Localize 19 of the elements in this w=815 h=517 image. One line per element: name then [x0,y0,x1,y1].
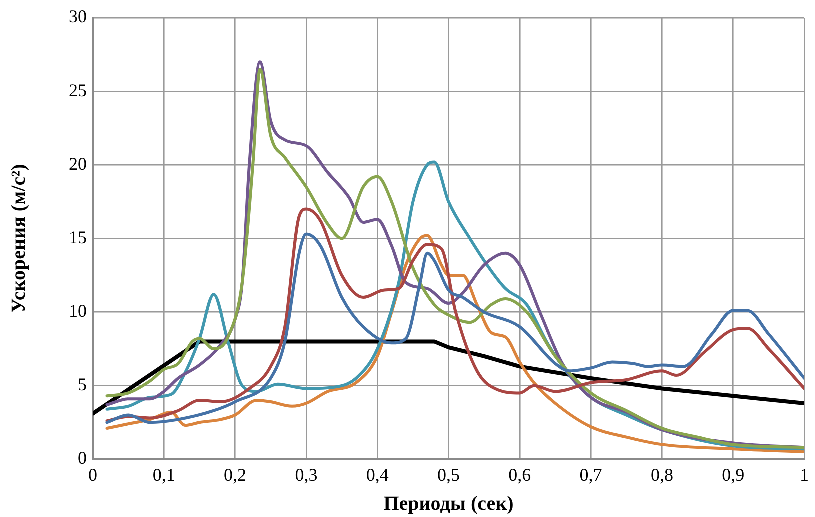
x-tick-label: 0,2 [224,464,247,485]
x-tick-label: 0,8 [650,464,674,485]
y-tick-label: 30 [69,6,87,27]
y-tick-label: 15 [69,227,87,248]
x-tick-label: 0,4 [366,464,389,485]
x-tick-label: 0,5 [438,464,460,485]
y-tick-label: 25 [69,80,87,100]
y-tick-label: 5 [78,374,87,395]
x-tick-label: 0,3 [295,464,318,485]
x-tick-label: 0,1 [152,464,176,485]
x-tick-label: 0,7 [580,464,602,485]
y-axis-title: Ускорения (м/с²) [8,164,30,314]
x-tick-label: 0,9 [722,464,745,485]
y-tick-label: 10 [69,301,87,321]
x-tick-label: 0,6 [508,464,532,485]
x-axis-title: Периоды (сек) [384,493,514,516]
y-tick-label: 0 [78,448,87,468]
x-tick-label: 1 [800,464,809,485]
y-tick-label: 20 [69,154,87,174]
